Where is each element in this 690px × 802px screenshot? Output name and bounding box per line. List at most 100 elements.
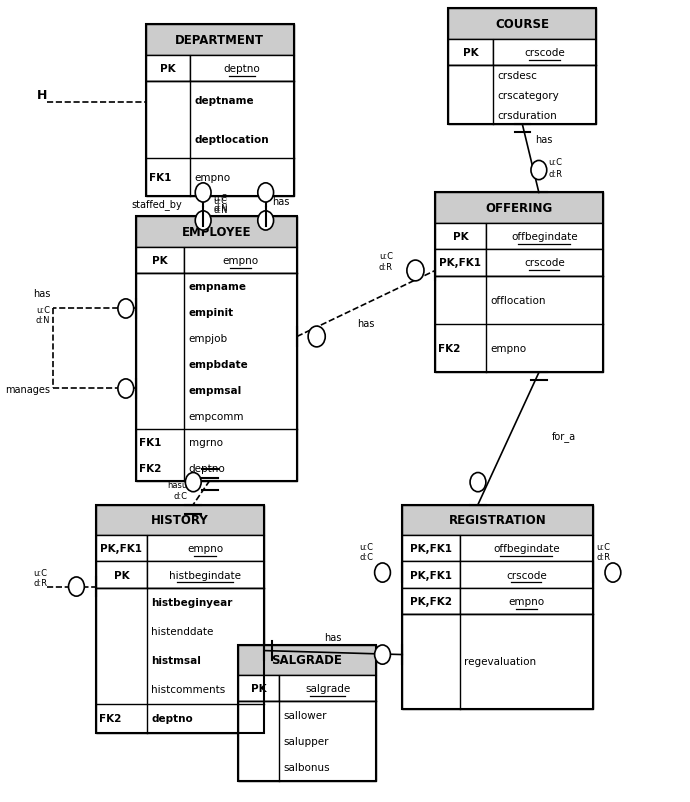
Bar bbox=[402, 588, 460, 614]
Text: histenddate: histenddate bbox=[151, 626, 213, 637]
Text: d:N: d:N bbox=[36, 316, 50, 325]
Text: PK,FK1: PK,FK1 bbox=[410, 544, 452, 553]
Bar bbox=[96, 535, 146, 561]
Bar bbox=[146, 561, 264, 588]
Text: FK2: FK2 bbox=[438, 344, 461, 354]
Circle shape bbox=[186, 473, 201, 492]
Text: empbdate: empbdate bbox=[188, 359, 248, 370]
Text: histmsal: histmsal bbox=[151, 655, 201, 666]
Text: u:C: u:C bbox=[36, 306, 50, 315]
Text: regevaluation: regevaluation bbox=[464, 657, 536, 666]
Text: empno: empno bbox=[222, 256, 259, 265]
Text: d:R: d:R bbox=[549, 170, 563, 179]
Text: u:C: u:C bbox=[213, 194, 227, 203]
Bar bbox=[402, 614, 593, 709]
Text: mgrno: mgrno bbox=[188, 437, 223, 447]
Text: empjob: empjob bbox=[188, 334, 228, 343]
Bar bbox=[136, 274, 297, 481]
Bar bbox=[136, 217, 297, 248]
Bar bbox=[435, 250, 486, 277]
Text: FK2: FK2 bbox=[139, 463, 161, 473]
Text: PK: PK bbox=[160, 64, 175, 74]
Text: crscode: crscode bbox=[506, 570, 546, 580]
Bar bbox=[136, 248, 184, 274]
Bar bbox=[237, 645, 376, 780]
Text: HISTORY: HISTORY bbox=[151, 513, 209, 527]
Circle shape bbox=[258, 184, 273, 203]
Text: COURSE: COURSE bbox=[495, 18, 549, 31]
Circle shape bbox=[470, 473, 486, 492]
Text: has: has bbox=[273, 197, 290, 207]
Text: offbegindate: offbegindate bbox=[511, 232, 578, 241]
Text: deptno: deptno bbox=[224, 64, 260, 74]
Circle shape bbox=[195, 184, 211, 203]
Bar bbox=[190, 55, 294, 82]
Text: histcomments: histcomments bbox=[151, 684, 226, 695]
Circle shape bbox=[308, 326, 325, 347]
Bar bbox=[493, 40, 596, 66]
Text: crscode: crscode bbox=[524, 258, 564, 268]
Text: staffed_by: staffed_by bbox=[132, 199, 182, 210]
Text: offlocation: offlocation bbox=[490, 295, 546, 306]
Text: FK1: FK1 bbox=[149, 173, 171, 183]
Text: PK: PK bbox=[152, 256, 168, 265]
Text: empcomm: empcomm bbox=[188, 411, 244, 421]
Text: d:R: d:R bbox=[596, 553, 611, 561]
Text: has: has bbox=[535, 136, 553, 145]
Text: has: has bbox=[32, 289, 50, 299]
Text: PK: PK bbox=[250, 683, 266, 693]
Circle shape bbox=[68, 577, 84, 597]
Bar bbox=[146, 82, 294, 197]
Bar bbox=[96, 588, 264, 733]
Bar bbox=[279, 675, 376, 702]
Text: salgrade: salgrade bbox=[305, 683, 351, 693]
Text: has: has bbox=[357, 318, 375, 329]
Text: empinit: empinit bbox=[188, 308, 234, 318]
Text: sallower: sallower bbox=[284, 710, 327, 719]
Bar bbox=[402, 561, 460, 588]
Text: empno: empno bbox=[509, 596, 544, 606]
Bar bbox=[448, 40, 493, 66]
Text: crscode: crscode bbox=[524, 48, 565, 58]
Text: deptno: deptno bbox=[151, 713, 193, 723]
Text: hasu:C: hasu:C bbox=[167, 480, 196, 489]
Text: d:R: d:R bbox=[34, 578, 48, 587]
Text: OFFERING: OFFERING bbox=[486, 202, 553, 215]
Text: salupper: salupper bbox=[284, 736, 329, 746]
Bar bbox=[460, 561, 593, 588]
Text: empno: empno bbox=[187, 544, 224, 553]
Bar bbox=[237, 675, 279, 702]
Bar bbox=[448, 66, 596, 125]
Text: u:C: u:C bbox=[34, 568, 48, 577]
Bar bbox=[435, 277, 603, 373]
Bar bbox=[146, 26, 294, 55]
Text: PK: PK bbox=[114, 570, 129, 580]
Text: offbegindate: offbegindate bbox=[493, 544, 560, 553]
Bar bbox=[460, 535, 593, 561]
Text: d:N: d:N bbox=[213, 204, 228, 213]
Text: empno: empno bbox=[195, 173, 230, 183]
Text: d:C: d:C bbox=[173, 492, 188, 500]
Text: FK1: FK1 bbox=[139, 437, 161, 447]
Bar bbox=[486, 224, 603, 250]
Text: H: H bbox=[37, 89, 48, 103]
Circle shape bbox=[407, 261, 424, 282]
Text: empname: empname bbox=[188, 282, 246, 292]
Text: u:C: u:C bbox=[379, 252, 393, 261]
Text: FK2: FK2 bbox=[99, 713, 122, 723]
Text: deptlocation: deptlocation bbox=[195, 135, 269, 144]
Text: histbegindate: histbegindate bbox=[169, 570, 241, 580]
Text: SALGRADE: SALGRADE bbox=[271, 654, 342, 666]
Bar bbox=[237, 702, 376, 780]
Bar bbox=[136, 217, 297, 481]
Bar bbox=[435, 193, 603, 373]
Circle shape bbox=[531, 161, 546, 180]
Bar bbox=[146, 535, 264, 561]
Text: d:N: d:N bbox=[213, 206, 228, 215]
Text: has: has bbox=[324, 633, 342, 642]
Text: deptname: deptname bbox=[195, 96, 254, 107]
Text: PK,FK1: PK,FK1 bbox=[440, 258, 482, 268]
Bar bbox=[402, 535, 460, 561]
Text: deptno: deptno bbox=[188, 463, 226, 473]
Text: crsduration: crsduration bbox=[497, 111, 557, 120]
